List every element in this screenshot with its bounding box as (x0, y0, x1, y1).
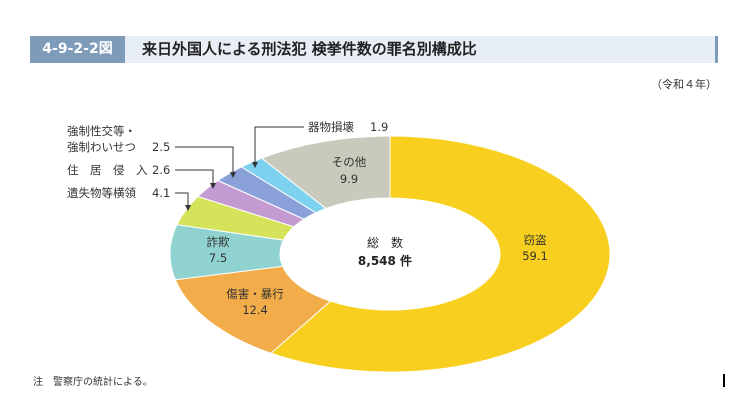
label-trespass-value: 2.6 (152, 163, 170, 177)
label-embezzlement-name: 遺失物等横領 (67, 186, 136, 200)
leader-arrow-vandalism (252, 162, 258, 168)
label-trespass-name: 住 居 侵 入 (67, 163, 148, 177)
header-accent-bar (715, 36, 718, 63)
label-theft-value: 59.1 (522, 249, 548, 263)
label-fraud-name: 詐欺 (207, 235, 230, 249)
label-injury-name: 傷害・暴行 (226, 287, 284, 301)
slice-7 (260, 135, 391, 210)
leader-line-sexual (175, 146, 234, 175)
text-cursor (723, 374, 725, 387)
leader-arrow-trespass (210, 183, 216, 189)
label-vandalism-value: 1.9 (370, 120, 388, 134)
slice-0 (269, 135, 611, 373)
label-fraud-value: 7.5 (209, 251, 227, 265)
leader-line-trespass (175, 169, 214, 186)
center-label: 総 数 (367, 235, 403, 250)
footnote: 注 警察庁の統計による。 (33, 377, 153, 388)
figure-number: 4-9-2-2図 (30, 36, 125, 63)
label-sexual-name-2: 強制わいせつ (67, 140, 136, 154)
label-sexual-name-1: 強制性交等・ (67, 124, 136, 138)
leader-line-vandalism (254, 126, 304, 165)
figure-title: 来日外国人による刑法犯 検挙件数の罪名別構成比 (142, 40, 477, 58)
label-other-name: その他 (332, 155, 367, 169)
leader-arrow-embezzlement (185, 205, 191, 211)
label-injury-value: 12.4 (242, 303, 268, 317)
center-value: 8,548 件 (358, 253, 412, 268)
donut-slices (169, 135, 611, 373)
leader-arrow-sexual (230, 172, 236, 178)
label-other-value: 9.9 (340, 172, 358, 186)
label-theft-name: 窃盗 (524, 233, 547, 247)
label-vandalism-name: 器物損壊 (308, 120, 354, 134)
year-note: （令和４年） (651, 78, 717, 91)
leader-line-embezzlement (175, 192, 189, 208)
figure-header: 4-9-2-2図 来日外国人による刑法犯 検挙件数の罪名別構成比 (30, 36, 718, 63)
label-embezzlement-value: 4.1 (152, 186, 170, 200)
label-sexual-value: 2.5 (152, 140, 170, 154)
